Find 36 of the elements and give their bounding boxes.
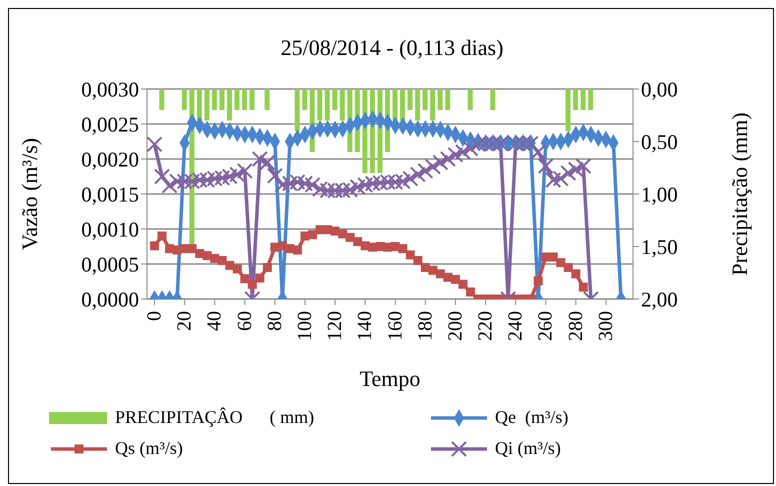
x-tick-label: 200 <box>444 311 466 341</box>
y-tick-label: 0,0015 <box>81 182 139 206</box>
x-tick-label: 240 <box>504 311 527 341</box>
x-axis-title: Tempo <box>360 366 420 391</box>
legend-label: Qe (m³/s) <box>495 407 568 428</box>
x-tick-label: 260 <box>534 311 557 341</box>
y-tick-label: 0,0030 <box>81 77 139 102</box>
x-tick-label: 120 <box>324 311 346 341</box>
y2-tick-label: 1,50 <box>641 234 678 259</box>
x-tick-label: 140 <box>354 311 376 341</box>
legend-label: Qi (m³/s) <box>495 438 561 459</box>
y2-axis-title: Precipitação (mm) <box>726 112 752 276</box>
y2-tick-label: 0,50 <box>641 130 678 154</box>
y2-tick-label: 1,00 <box>641 182 678 206</box>
y-tick-label: 0,0000 <box>81 287 139 312</box>
y-axis-title: Vazão (m³/s) <box>16 138 42 250</box>
x-tick-label: 80 <box>264 311 286 331</box>
y-tick-label: 0,0005 <box>81 252 139 276</box>
y-tick-label: 0,0020 <box>81 147 139 172</box>
x-tick-label: 100 <box>294 311 316 341</box>
x-tick-label: 20 <box>174 311 196 331</box>
y2-tick-label: 0,00 <box>641 77 678 102</box>
x-tick-label: 160 <box>384 311 406 341</box>
y2-tick-label: 2,00 <box>641 287 678 312</box>
x-tick-label: 300 <box>594 311 617 341</box>
chart-title: 25/08/2014 - (0,113 dias) <box>280 35 504 61</box>
x-tick-label: 280 <box>564 311 587 341</box>
y-tick-label: 0,0025 <box>81 112 139 136</box>
x-tick-label: 40 <box>204 311 226 331</box>
legend-label: Qs (m³/s) <box>115 438 183 459</box>
legend-label: PRECIPITAÇÂO ( mm) <box>115 407 314 428</box>
x-tick-label: 0 <box>144 311 166 321</box>
y-tick-label: 0,0010 <box>81 217 139 242</box>
x-tick-label: 220 <box>474 311 497 341</box>
x-tick-label: 60 <box>234 311 256 331</box>
x-tick-label: 180 <box>414 311 436 341</box>
